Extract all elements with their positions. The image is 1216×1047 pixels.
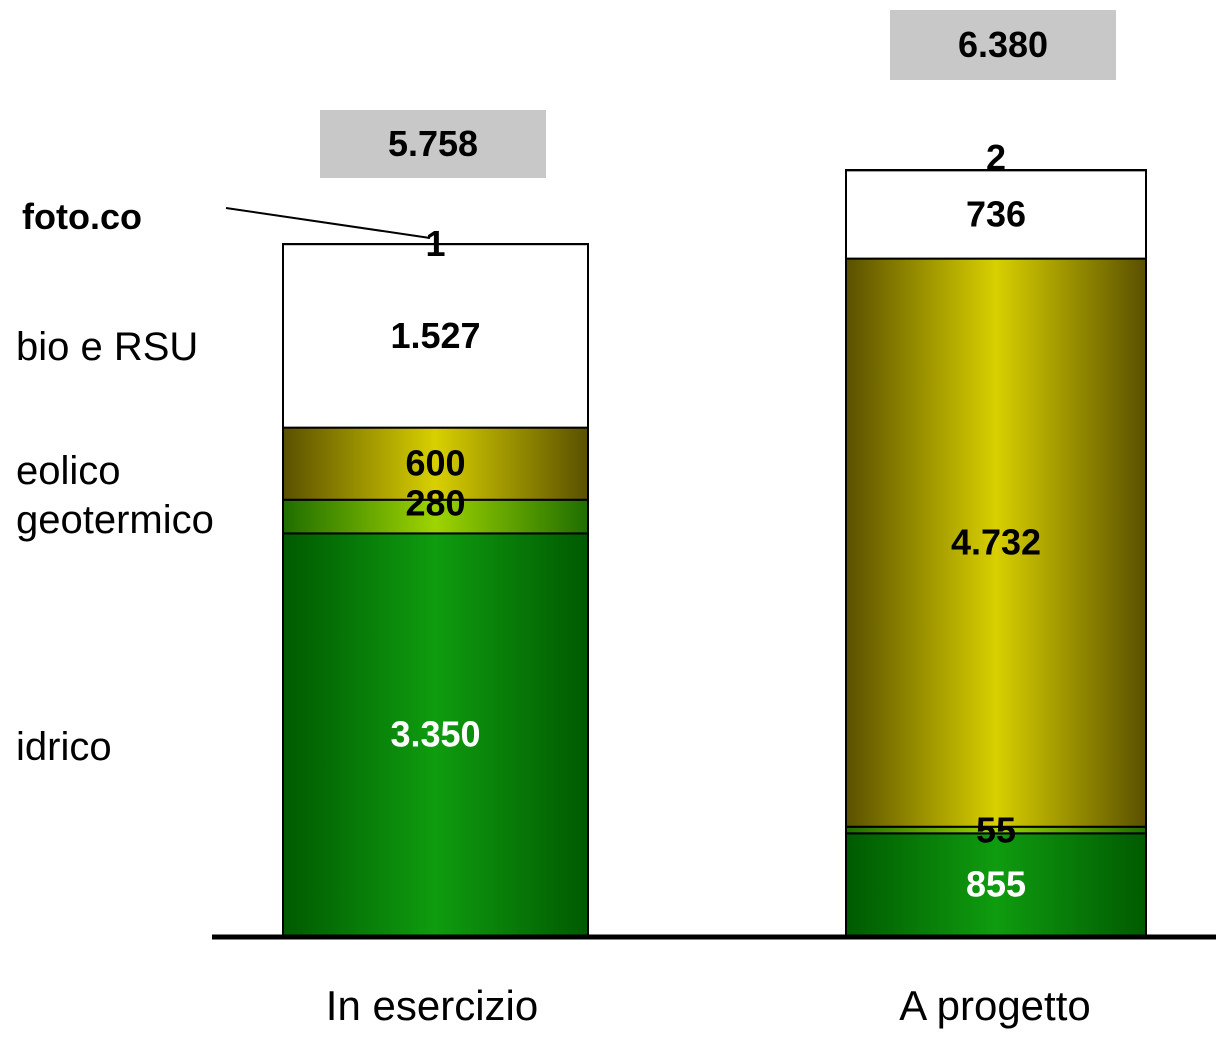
data-label-eolico-a-progetto: 4.732 [951,522,1041,563]
data-label-foto-co-a-progetto: 2 [986,137,1006,178]
category-label-a-progetto: A progetto [899,982,1090,1030]
data-label-idrico-a-progetto: 855 [966,864,1026,905]
legend-label-bio: bio e RSU [16,325,198,370]
data-label-geotermico-in-esercizio: 280 [405,483,465,524]
legend-label-eolico: eolico [16,449,121,494]
data-label-eolico-in-esercizio: 600 [405,443,465,484]
data-label-foto-co-in-esercizio: 1 [425,223,445,264]
legend-label-foto: foto.co [22,196,142,238]
foto-leader-line [226,208,430,238]
legend-label-idrico: idrico [16,725,112,770]
data-label-bio-e-rsu-in-esercizio: 1.527 [390,315,480,356]
data-label-geotermico-a-progetto: 55 [976,810,1016,851]
legend-label-geotermico: geotermico [16,498,214,543]
total-box-in-esercizio: 5.758 [320,110,546,178]
data-label-idrico-in-esercizio: 3.350 [390,714,480,755]
data-label-bio-e-rsu-a-progetto: 736 [966,193,1026,234]
category-label-in-esercizio: In esercizio [326,982,538,1030]
total-box-a-progetto: 6.380 [890,10,1116,80]
